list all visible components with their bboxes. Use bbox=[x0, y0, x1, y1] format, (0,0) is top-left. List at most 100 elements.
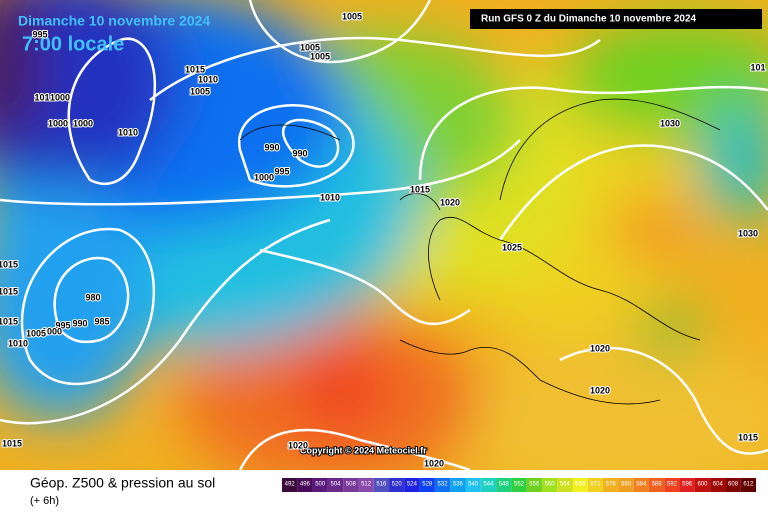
isobar-label: 990 bbox=[292, 148, 307, 158]
field bbox=[0, 0, 768, 470]
isobar-label: 1005 bbox=[190, 86, 210, 96]
legend-label: 520 bbox=[392, 482, 403, 488]
isobar-label: 1010 bbox=[118, 127, 138, 137]
legend-cell bbox=[312, 478, 328, 492]
isobar-label: 990 bbox=[264, 142, 279, 152]
legend-cell bbox=[327, 478, 344, 492]
legend-cell bbox=[541, 478, 558, 492]
legend-cell bbox=[603, 478, 619, 492]
legend-label: 596 bbox=[682, 482, 693, 488]
legend-cell bbox=[465, 478, 481, 492]
isobar-label: 1005 bbox=[26, 328, 46, 338]
legend-label: 536 bbox=[453, 482, 464, 488]
legend-cell bbox=[282, 478, 298, 492]
legend-cell bbox=[725, 478, 741, 492]
legend: 492 496 500 504 508 512 516 520 524 528 532 536 540 5… bbox=[282, 478, 756, 492]
legend-label: 608 bbox=[728, 482, 739, 488]
legend-label: 548 bbox=[499, 482, 510, 488]
isobar-label: 1020 bbox=[288, 440, 308, 450]
legend-cell bbox=[434, 478, 451, 492]
legend-cell bbox=[404, 478, 420, 492]
legend-cell bbox=[648, 478, 665, 492]
legend-cell bbox=[450, 478, 466, 492]
legend-label: 588 bbox=[652, 482, 663, 488]
isobar-label: 101 bbox=[34, 92, 49, 102]
legend-cell bbox=[373, 478, 390, 492]
isobar-label: 1015 bbox=[410, 184, 430, 194]
legend-label: 560 bbox=[545, 482, 556, 488]
legend-label: 604 bbox=[713, 482, 724, 488]
legend-label: 524 bbox=[407, 482, 418, 488]
isobar-label: 1015 bbox=[0, 286, 18, 296]
legend-label: 592 bbox=[667, 482, 678, 488]
legend-label: 516 bbox=[376, 482, 387, 488]
legend-label: 512 bbox=[361, 482, 372, 488]
isobar-label: 1010 bbox=[320, 192, 340, 202]
legend-cell bbox=[587, 478, 604, 492]
legend-label: 612 bbox=[743, 482, 754, 488]
legend-label: 504 bbox=[331, 482, 342, 488]
isobar-label: 1000 bbox=[254, 172, 274, 182]
legend-cell bbox=[526, 478, 542, 492]
isobar-label: 1000 bbox=[50, 92, 70, 102]
isobar-label: 1030 bbox=[660, 118, 680, 128]
isobars bbox=[0, 0, 768, 470]
legend-cell bbox=[297, 478, 313, 492]
isobar-label: 1005 bbox=[342, 11, 362, 21]
legend-label: 532 bbox=[438, 482, 449, 488]
isobar-label: 1020 bbox=[590, 343, 610, 353]
isobar-label: 980 bbox=[85, 292, 100, 302]
legend-label: 584 bbox=[636, 482, 647, 488]
legend-cell bbox=[664, 478, 680, 492]
legend-label: 568 bbox=[575, 482, 586, 488]
legend-label: 580 bbox=[621, 482, 632, 488]
legend-cell bbox=[419, 478, 435, 492]
legend-cell bbox=[496, 478, 512, 492]
legend-label: 540 bbox=[468, 482, 479, 488]
legend-cell bbox=[389, 478, 405, 492]
date: Dimanche 10 novembre 2024 bbox=[18, 13, 210, 29]
coastlines bbox=[239, 98, 721, 405]
time: 7:00 locale bbox=[22, 33, 124, 55]
legend-label: 508 bbox=[346, 482, 357, 488]
isobar-label: 995 bbox=[32, 29, 47, 39]
isobar-label: 1010 bbox=[8, 338, 28, 348]
legend-label: 492 bbox=[285, 482, 296, 488]
legend-cell bbox=[633, 478, 649, 492]
isobar-label: 1015 bbox=[185, 64, 205, 74]
isobar-label: 1010 bbox=[198, 74, 218, 84]
legend-cell bbox=[343, 478, 359, 492]
legend-cell bbox=[358, 478, 374, 492]
legend-cell bbox=[480, 478, 497, 492]
isobar-label: 1000 bbox=[42, 326, 62, 336]
copyright: Copyright © 2024 Meteociel.fr bbox=[300, 445, 427, 455]
isobar-label: 1020 bbox=[424, 458, 444, 468]
isobar-label: 1025 bbox=[502, 242, 522, 252]
legend-cell bbox=[740, 478, 756, 492]
isobar-label: 101 bbox=[750, 62, 765, 72]
legend-label: 564 bbox=[560, 482, 571, 488]
legend-label: 556 bbox=[529, 482, 540, 488]
isobar-label: 995 bbox=[274, 166, 289, 176]
legend-label: 500 bbox=[315, 482, 326, 488]
isobar-label: 1015 bbox=[0, 316, 18, 326]
isobar-label: 1015 bbox=[2, 438, 22, 448]
legend-cell bbox=[679, 478, 695, 492]
legend-cell bbox=[618, 478, 634, 492]
legend-cell bbox=[710, 478, 726, 492]
legend-label: 528 bbox=[422, 482, 433, 488]
legend-cell bbox=[511, 478, 527, 492]
legend-cell bbox=[557, 478, 573, 492]
isobar-label: 1000 bbox=[73, 118, 93, 128]
legend-cell bbox=[572, 478, 588, 492]
isobar-label: 1005 bbox=[310, 51, 330, 61]
isobar-label: 1020 bbox=[440, 197, 460, 207]
caption-step: (+ 6h) bbox=[30, 495, 59, 507]
legend-cell bbox=[694, 478, 711, 492]
caption-title: Géop. Z500 & pression au sol bbox=[30, 475, 215, 491]
legend-label: 576 bbox=[606, 482, 617, 488]
isobar-label: 1020 bbox=[590, 385, 610, 395]
isobar-label: 995 bbox=[55, 320, 70, 330]
legend-label: 544 bbox=[483, 482, 494, 488]
